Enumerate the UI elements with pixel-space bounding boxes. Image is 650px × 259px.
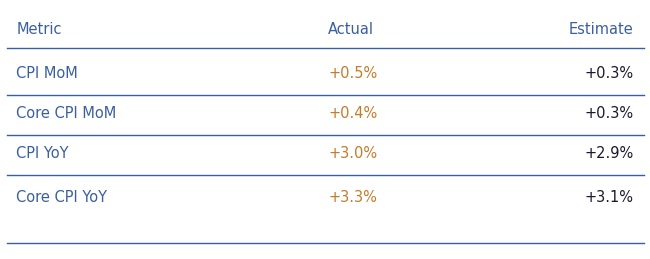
Text: Metric: Metric: [16, 23, 62, 38]
Text: +2.9%: +2.9%: [584, 147, 634, 162]
Text: +3.3%: +3.3%: [328, 191, 377, 205]
Text: Core CPI YoY: Core CPI YoY: [16, 191, 107, 205]
Text: Core CPI MoM: Core CPI MoM: [16, 106, 116, 121]
Text: Actual: Actual: [328, 23, 374, 38]
Text: CPI YoY: CPI YoY: [16, 147, 69, 162]
Text: Estimate: Estimate: [569, 23, 634, 38]
Text: +0.5%: +0.5%: [328, 67, 378, 82]
Text: +0.3%: +0.3%: [584, 106, 634, 121]
Text: +3.1%: +3.1%: [585, 191, 634, 205]
Text: +0.3%: +0.3%: [584, 67, 634, 82]
Text: +3.0%: +3.0%: [328, 147, 378, 162]
Text: +0.4%: +0.4%: [328, 106, 378, 121]
Text: CPI MoM: CPI MoM: [16, 67, 78, 82]
